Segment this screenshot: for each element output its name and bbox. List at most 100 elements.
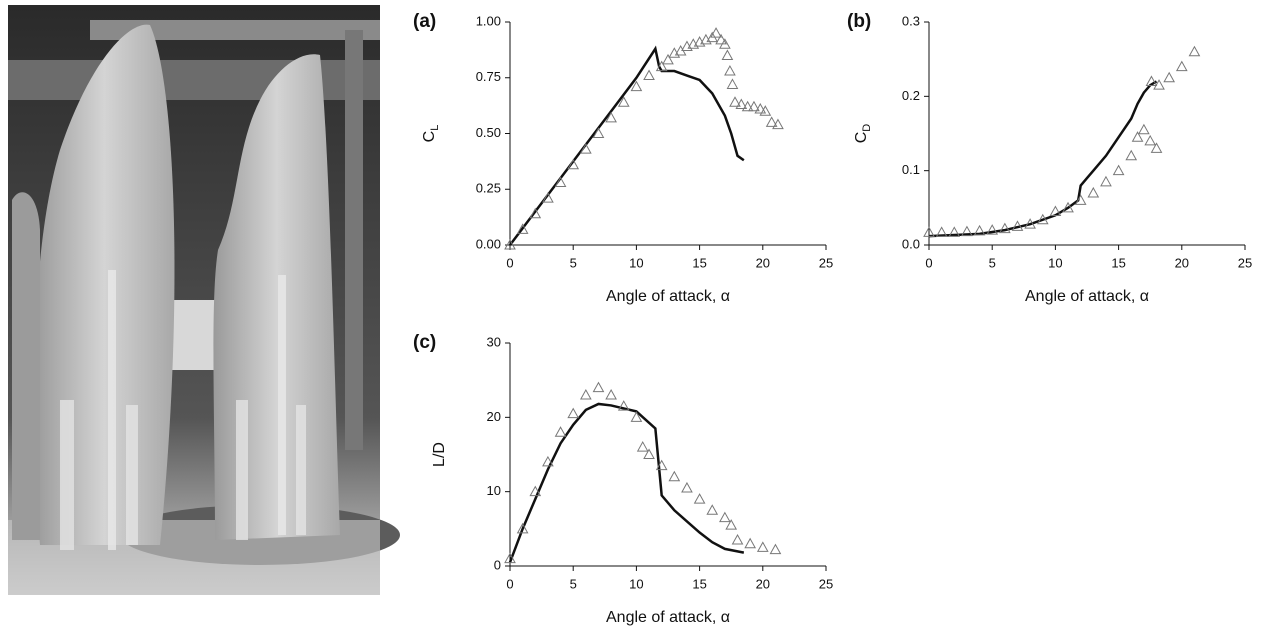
x-tick-label: 5 xyxy=(570,255,577,270)
triangle-marker xyxy=(729,96,741,107)
y-tick-label: 0.50 xyxy=(476,125,501,140)
y-tick-label: 1.00 xyxy=(476,13,501,28)
triangle-marker xyxy=(725,519,738,530)
triangle-marker xyxy=(516,223,529,234)
triangle-marker xyxy=(605,111,617,123)
triangle-marker xyxy=(1024,218,1036,229)
x-tick-label: 5 xyxy=(989,255,996,270)
y-axis-label: L/D xyxy=(431,442,448,467)
triangle-marker xyxy=(681,40,693,52)
x-tick-label: 0 xyxy=(506,576,513,591)
y-tick-label: 30 xyxy=(487,334,501,349)
triangle-marker xyxy=(529,485,542,497)
panel-label: (c) xyxy=(413,332,436,353)
x-axis-label: Angle of attack, α xyxy=(1025,288,1149,305)
x-axis-label: Angle of attack, α xyxy=(606,609,730,626)
triangle-marker xyxy=(973,224,986,236)
y-tick-label: 0.3 xyxy=(902,13,920,28)
x-tick-label: 15 xyxy=(692,576,706,591)
triangle-marker xyxy=(1150,142,1163,153)
x-tick-label: 0 xyxy=(506,255,513,270)
y-axis-label-sub: D xyxy=(861,124,873,132)
panel-label: (a) xyxy=(413,11,436,32)
chart: (c) 0 5 10 15 20 25 0 10 20 30 Angle of attack, α L/… xyxy=(413,332,833,626)
triangle-marker xyxy=(1087,186,1100,198)
x-tick-label: 10 xyxy=(629,255,643,270)
data-line xyxy=(928,80,1158,238)
photo xyxy=(8,5,400,595)
x-tick-label: 25 xyxy=(819,255,833,270)
triangle-marker xyxy=(617,96,630,107)
triangle-marker xyxy=(735,98,748,110)
x-tick-label: 15 xyxy=(1111,255,1125,270)
y-tick-label: 0.1 xyxy=(902,162,920,177)
triangle-marker xyxy=(759,105,772,116)
triangle-marker xyxy=(1049,205,1062,217)
triangle-marker xyxy=(542,192,554,203)
x-tick-label: 20 xyxy=(1175,255,1189,270)
y-tick-label: 0 xyxy=(494,557,501,572)
triangle-marker xyxy=(726,78,739,89)
triangle-marker xyxy=(706,504,719,515)
triangle-marker xyxy=(935,226,948,237)
x-tick-label: 20 xyxy=(756,576,770,591)
triangle-marker xyxy=(754,102,767,114)
y-axis-label-main: L/D xyxy=(431,442,448,467)
x-tick-label: 25 xyxy=(1238,255,1252,270)
triangle-marker xyxy=(719,38,731,49)
y-axis-label: CD xyxy=(853,124,873,144)
y-tick-label: 0.75 xyxy=(476,69,501,84)
triangle-marker xyxy=(1074,194,1087,205)
triangle-marker xyxy=(1100,175,1112,187)
triangle-marker xyxy=(579,389,592,400)
panel-label: (b) xyxy=(847,11,871,32)
triangle-marker xyxy=(636,441,649,452)
triangle-marker xyxy=(567,407,580,419)
data-line xyxy=(508,402,745,563)
triangle-marker xyxy=(542,455,554,467)
triangle-marker xyxy=(579,143,592,154)
y-tick-label: 0.25 xyxy=(476,181,501,196)
triangle-marker xyxy=(1125,149,1138,161)
triangle-marker xyxy=(681,481,693,493)
triangle-marker xyxy=(504,552,516,564)
triangle-marker xyxy=(961,225,973,237)
y-tick-label: 0.2 xyxy=(902,88,920,103)
triangle-marker xyxy=(1163,71,1176,83)
triangle-marker xyxy=(748,100,760,112)
triangle-marker xyxy=(567,158,580,170)
triangle-marker xyxy=(1188,45,1201,57)
triangle-marker xyxy=(1153,79,1165,90)
triangle-marker xyxy=(605,389,617,400)
triangle-marker xyxy=(592,127,605,138)
triangle-marker xyxy=(655,60,668,72)
triangle-marker xyxy=(1036,213,1049,225)
triangle-marker xyxy=(655,459,668,471)
x-axis-label: Angle of attack, α xyxy=(606,288,730,305)
triangle-marker xyxy=(554,176,567,188)
triangle-marker xyxy=(643,448,655,459)
triangle-marker xyxy=(986,224,999,235)
triangle-marker xyxy=(769,543,782,555)
triangle-marker xyxy=(1062,201,1074,213)
y-axis-label-main: C xyxy=(421,131,438,143)
x-tick-label: 10 xyxy=(1048,255,1062,270)
triangle-marker xyxy=(948,226,961,237)
triangle-marker xyxy=(1131,131,1144,142)
triangle-marker xyxy=(715,33,727,45)
x-tick-label: 10 xyxy=(629,576,643,591)
chart: (a) 0 5 10 15 20 25 0.00 0.25 0.50 0.75 1.00 Angle o… xyxy=(413,11,833,305)
y-tick-label: 20 xyxy=(487,409,501,424)
y-axis-label: CL xyxy=(421,125,441,143)
triangle-marker xyxy=(719,511,731,523)
triangle-marker xyxy=(1138,123,1150,135)
y-tick-label: 0.0 xyxy=(902,236,920,251)
triangle-marker xyxy=(662,53,674,65)
chart: (b) 0 5 10 15 20 25 0.0 0.1 0.2 0.3 Angle of attack… xyxy=(847,11,1252,305)
triangle-marker xyxy=(1175,60,1188,72)
triangle-marker xyxy=(529,207,542,219)
triangle-marker xyxy=(516,522,529,534)
triangle-marker xyxy=(765,116,778,127)
triangle-marker xyxy=(693,493,706,504)
triangle-marker xyxy=(1144,134,1157,146)
